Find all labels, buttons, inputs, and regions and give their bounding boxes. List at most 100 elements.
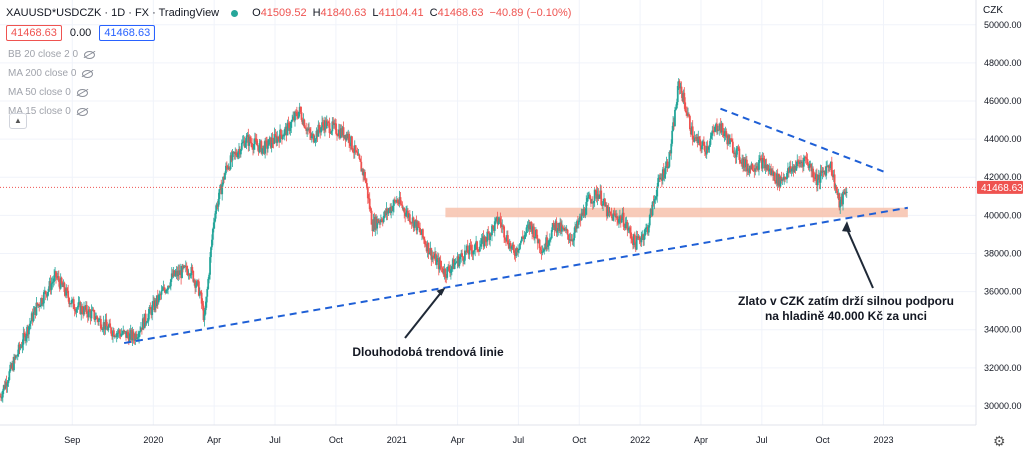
indicator-ma200[interactable]: MA 200 close 0 — [8, 64, 95, 83]
eye-off-icon[interactable] — [82, 69, 94, 78]
candle — [805, 158, 808, 160]
candle — [141, 327, 143, 330]
candle — [432, 255, 435, 258]
candle — [169, 279, 172, 287]
candle — [68, 297, 70, 304]
candle — [812, 168, 815, 178]
candle — [27, 326, 29, 335]
candle — [84, 305, 87, 310]
spread-value: 0.00 — [69, 27, 92, 39]
candle — [811, 168, 814, 172]
candle — [86, 313, 89, 318]
candle — [238, 148, 240, 153]
bid-box[interactable]: 41468.63 — [6, 25, 62, 41]
candle — [223, 176, 225, 180]
candle — [580, 212, 583, 221]
candle — [211, 228, 214, 240]
candle — [251, 143, 253, 148]
candle — [212, 222, 215, 229]
candle — [456, 256, 459, 263]
candle — [401, 204, 404, 209]
eye-off-icon[interactable] — [84, 50, 96, 59]
candle — [416, 221, 419, 231]
candle — [564, 228, 567, 231]
price-tick-label: 40000.00 — [984, 210, 1022, 220]
candle — [666, 161, 669, 169]
candle — [237, 152, 239, 158]
candle — [503, 226, 506, 238]
candle — [583, 209, 586, 216]
candle — [664, 166, 667, 175]
candle — [147, 313, 150, 322]
candle — [56, 276, 59, 278]
candle — [31, 313, 34, 321]
candle — [494, 218, 497, 222]
candle — [174, 273, 177, 276]
candle — [710, 135, 713, 139]
market-status-icon — [231, 9, 239, 17]
candle — [282, 134, 285, 137]
indicator-ma15[interactable]: MA 15 close 0 — [8, 102, 95, 121]
candle — [623, 226, 626, 229]
candle — [257, 146, 260, 152]
candle — [798, 161, 801, 164]
candle — [351, 136, 353, 150]
candle — [273, 133, 276, 144]
candle — [243, 140, 246, 148]
candle — [705, 146, 708, 155]
time-tick-label: Oct — [329, 435, 344, 445]
candle — [55, 271, 57, 278]
indicator-bb[interactable]: BB 20 close 2 0 — [8, 45, 96, 64]
candle — [35, 302, 38, 315]
candle — [773, 172, 775, 176]
gear-icon[interactable]: ⚙ — [993, 433, 1006, 449]
ask-box[interactable]: 41468.63 — [99, 25, 156, 41]
candle — [366, 186, 369, 199]
candle — [19, 346, 22, 349]
candle — [704, 151, 707, 155]
candle — [125, 331, 127, 338]
eye-off-icon[interactable] — [76, 107, 88, 116]
candle — [661, 169, 664, 181]
candle — [504, 237, 506, 240]
candle — [194, 280, 197, 288]
candle — [525, 227, 528, 233]
candle — [13, 357, 15, 371]
candle — [262, 145, 265, 149]
candle — [8, 371, 11, 381]
collapse-legend-icon[interactable]: ▲ — [9, 113, 27, 129]
candle — [719, 123, 722, 133]
candle — [497, 221, 500, 225]
indicator-ma50[interactable]: MA 50 close 0 — [8, 83, 95, 102]
candle — [183, 265, 185, 268]
candle — [228, 167, 231, 170]
candle — [565, 229, 568, 231]
candle — [295, 112, 298, 117]
symbol-title[interactable]: XAUUSD*USDCZK · 1D · FX · TradingView — [6, 7, 220, 19]
candle — [487, 231, 490, 234]
candle — [295, 111, 297, 113]
candle — [842, 192, 844, 205]
candle — [171, 273, 174, 277]
candle — [633, 234, 636, 243]
candle — [486, 231, 489, 242]
candle — [626, 222, 629, 231]
time-axis: Sep 2020 Apr Jul Oct 2021 Apr Jul Oct 2022 Apr Jul O… — [64, 435, 893, 445]
indicator-legend: BB 20 close 2 0 MA 200 close 0 MA 50 clo… — [8, 45, 96, 121]
candle — [67, 290, 70, 298]
candle — [484, 236, 487, 242]
candle — [46, 292, 49, 297]
candle — [90, 310, 93, 319]
candle — [301, 119, 304, 125]
candle — [415, 219, 418, 231]
candle — [335, 123, 337, 134]
candle — [45, 294, 48, 297]
candle — [796, 160, 799, 167]
candle — [786, 173, 788, 180]
candle — [36, 302, 39, 306]
candle — [657, 178, 660, 187]
eye-off-icon[interactable] — [76, 88, 88, 97]
candle — [191, 266, 194, 272]
candle — [297, 111, 300, 118]
